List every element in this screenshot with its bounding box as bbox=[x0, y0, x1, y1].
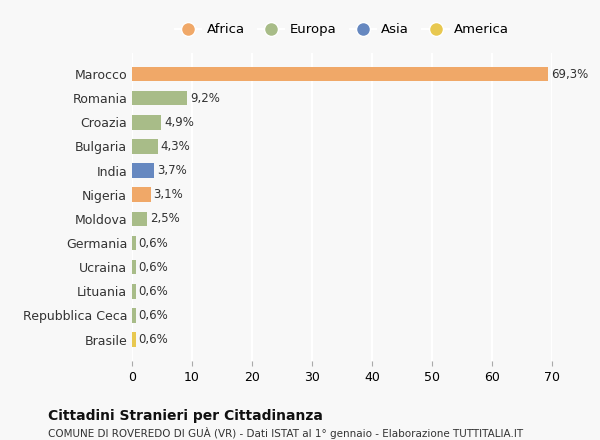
Text: COMUNE DI ROVEREDO DI GUÀ (VR) - Dati ISTAT al 1° gennaio - Elaborazione TUTTITA: COMUNE DI ROVEREDO DI GUÀ (VR) - Dati IS… bbox=[48, 427, 523, 439]
Text: 3,1%: 3,1% bbox=[154, 188, 184, 201]
Bar bbox=[132, 115, 161, 129]
Text: 0,6%: 0,6% bbox=[139, 237, 169, 249]
Bar bbox=[132, 187, 151, 202]
Text: 0,6%: 0,6% bbox=[139, 260, 169, 274]
Text: Cittadini Stranieri per Cittadinanza: Cittadini Stranieri per Cittadinanza bbox=[48, 409, 323, 423]
Bar bbox=[132, 212, 147, 226]
Text: 2,5%: 2,5% bbox=[150, 213, 180, 225]
Bar bbox=[132, 308, 136, 323]
Bar bbox=[132, 236, 136, 250]
Text: 0,6%: 0,6% bbox=[139, 333, 169, 346]
Text: 9,2%: 9,2% bbox=[190, 92, 220, 105]
Text: 4,3%: 4,3% bbox=[161, 140, 191, 153]
Text: 0,6%: 0,6% bbox=[139, 309, 169, 322]
Text: 69,3%: 69,3% bbox=[551, 68, 588, 81]
Bar bbox=[132, 284, 136, 298]
Text: 3,7%: 3,7% bbox=[157, 164, 187, 177]
Bar bbox=[132, 139, 158, 154]
Text: 0,6%: 0,6% bbox=[139, 285, 169, 298]
Bar bbox=[132, 163, 154, 178]
Bar bbox=[132, 91, 187, 106]
Bar bbox=[132, 260, 136, 275]
Text: 4,9%: 4,9% bbox=[164, 116, 194, 129]
Bar bbox=[132, 332, 136, 347]
Legend: Africa, Europa, Asia, America: Africa, Europa, Asia, America bbox=[171, 19, 513, 40]
Bar bbox=[132, 67, 548, 81]
